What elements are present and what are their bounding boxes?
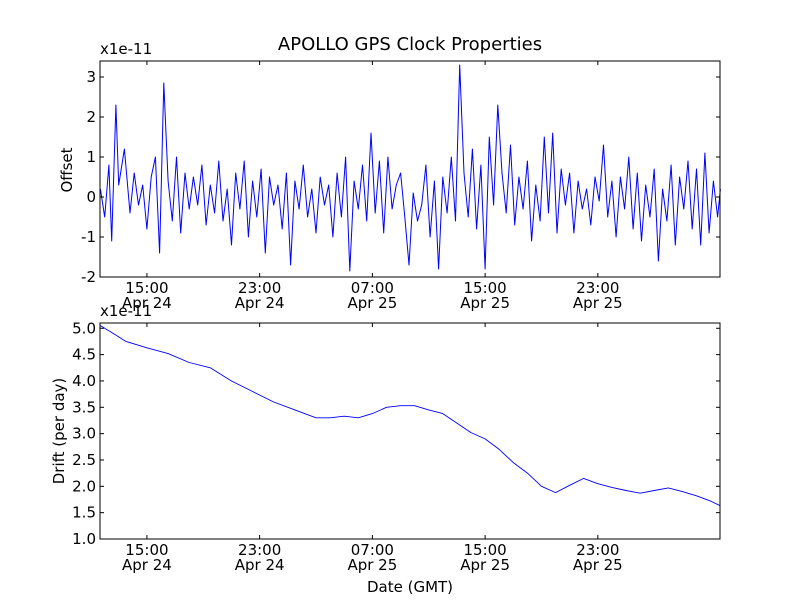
y-tick-label: 4.0 (72, 372, 96, 390)
y-tick-label: 1.5 (72, 504, 96, 522)
y-tick-label: 3.0 (72, 425, 96, 443)
y-tick-label: 3.5 (72, 398, 96, 416)
offset-panel: APOLLO GPS Clock Properties x1e-11 Offse… (58, 34, 721, 312)
y-tick-label: 2.0 (72, 477, 96, 495)
x-tick-date-label: Apr 25 (460, 556, 510, 574)
offset-scale-label: x1e-11 (100, 40, 152, 58)
y-tick-label: 2 (86, 108, 96, 126)
drift-axes-frame (99, 322, 721, 540)
chart-title: APOLLO GPS Clock Properties (278, 34, 542, 55)
y-tick-label: 0 (86, 188, 96, 206)
x-tick-time-label: 23:00 (576, 279, 619, 297)
offset-series-line (99, 64, 721, 272)
x-axis-title: Date (GMT) (367, 578, 453, 596)
x-tick-date-label: Apr 24 (235, 556, 285, 574)
offset-axes-frame (99, 60, 721, 278)
y-tick-label: -1 (81, 228, 96, 246)
y-tick-label: 4.5 (72, 346, 96, 364)
x-tick-time-label: 15:00 (463, 279, 506, 297)
x-tick-time-label: 23:00 (238, 279, 281, 297)
drift-series-line (100, 325, 721, 507)
x-tick-time-label: 23:00 (238, 541, 281, 559)
y-tick-label: 1 (86, 148, 96, 166)
x-tick-time-label: 23:00 (576, 541, 619, 559)
x-tick-date-label: Apr 25 (347, 556, 397, 574)
x-tick-date-label: Apr 25 (347, 294, 397, 312)
y-tick-label: 5.0 (72, 319, 96, 337)
y-tick-label: -2 (81, 268, 96, 286)
x-tick-date-label: Apr 25 (460, 294, 510, 312)
x-tick-date-label: Apr 24 (122, 556, 172, 574)
x-tick-time-label: 15:00 (125, 279, 168, 297)
x-tick-date-label: Apr 24 (235, 294, 285, 312)
y-tick-label: 3 (86, 68, 96, 86)
x-tick-time-label: 15:00 (125, 541, 168, 559)
x-tick-date-label: Apr 25 (573, 294, 623, 312)
x-tick-date-label: Apr 25 (573, 556, 623, 574)
y-tick-label: 2.5 (72, 451, 96, 469)
drift-panel: x1e-11 Drift (per day) Date (GMT) 1.0 1.5… (50, 302, 721, 596)
offset-y-axis-title: Offset (58, 147, 76, 192)
x-tick-time-label: 07:00 (351, 541, 394, 559)
x-tick-time-label: 07:00 (351, 279, 394, 297)
x-tick-date-label: Apr 24 (122, 294, 172, 312)
y-tick-label: 1.0 (72, 530, 96, 548)
drift-y-axis-title: Drift (per day) (50, 378, 68, 485)
drift-scale-label: x1e-11 (100, 302, 152, 320)
x-tick-time-label: 15:00 (463, 541, 506, 559)
